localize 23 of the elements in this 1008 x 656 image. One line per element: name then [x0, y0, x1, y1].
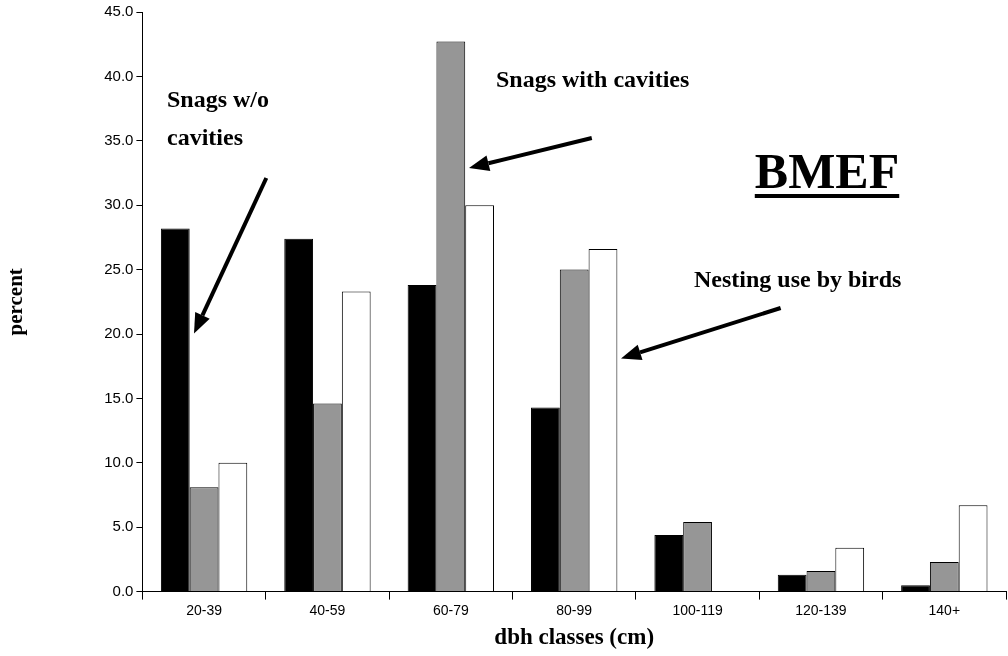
- x-tick-label: 20-39: [186, 601, 223, 618]
- y-axis-title: percent: [3, 268, 28, 336]
- x-axis-title: dbh classes (cm): [494, 624, 655, 650]
- y-tick-label: 0.0: [112, 581, 134, 599]
- y-tick-label: 40.0: [104, 66, 134, 84]
- annotation: Nesting use by birds: [694, 265, 903, 294]
- y-tick-label: 45.0: [104, 2, 134, 20]
- annotation: Snags with cavities: [496, 65, 691, 94]
- x-tick-label: 140+: [928, 601, 961, 618]
- x-tick-label: 80-99: [556, 601, 593, 618]
- y-tick-label: 10.0: [104, 452, 134, 470]
- y-tick-label: 25.0: [104, 259, 134, 277]
- y-tick-label: 35.0: [104, 130, 134, 148]
- x-tick-label: 40-59: [309, 601, 346, 618]
- y-tick-label: 20.0: [104, 324, 134, 342]
- x-tick-label: 60-79: [432, 601, 469, 618]
- text: BMEF: [753, 143, 901, 199]
- y-tick-label: 30.0: [104, 195, 134, 213]
- x-tick-label: 100-119: [672, 601, 723, 618]
- y-tick-label: 15.0: [104, 388, 134, 406]
- x-tick-label: 120-139: [795, 601, 847, 618]
- annotation: Snags w/o cavities: [167, 85, 271, 152]
- y-tick-label: 5.0: [112, 517, 134, 535]
